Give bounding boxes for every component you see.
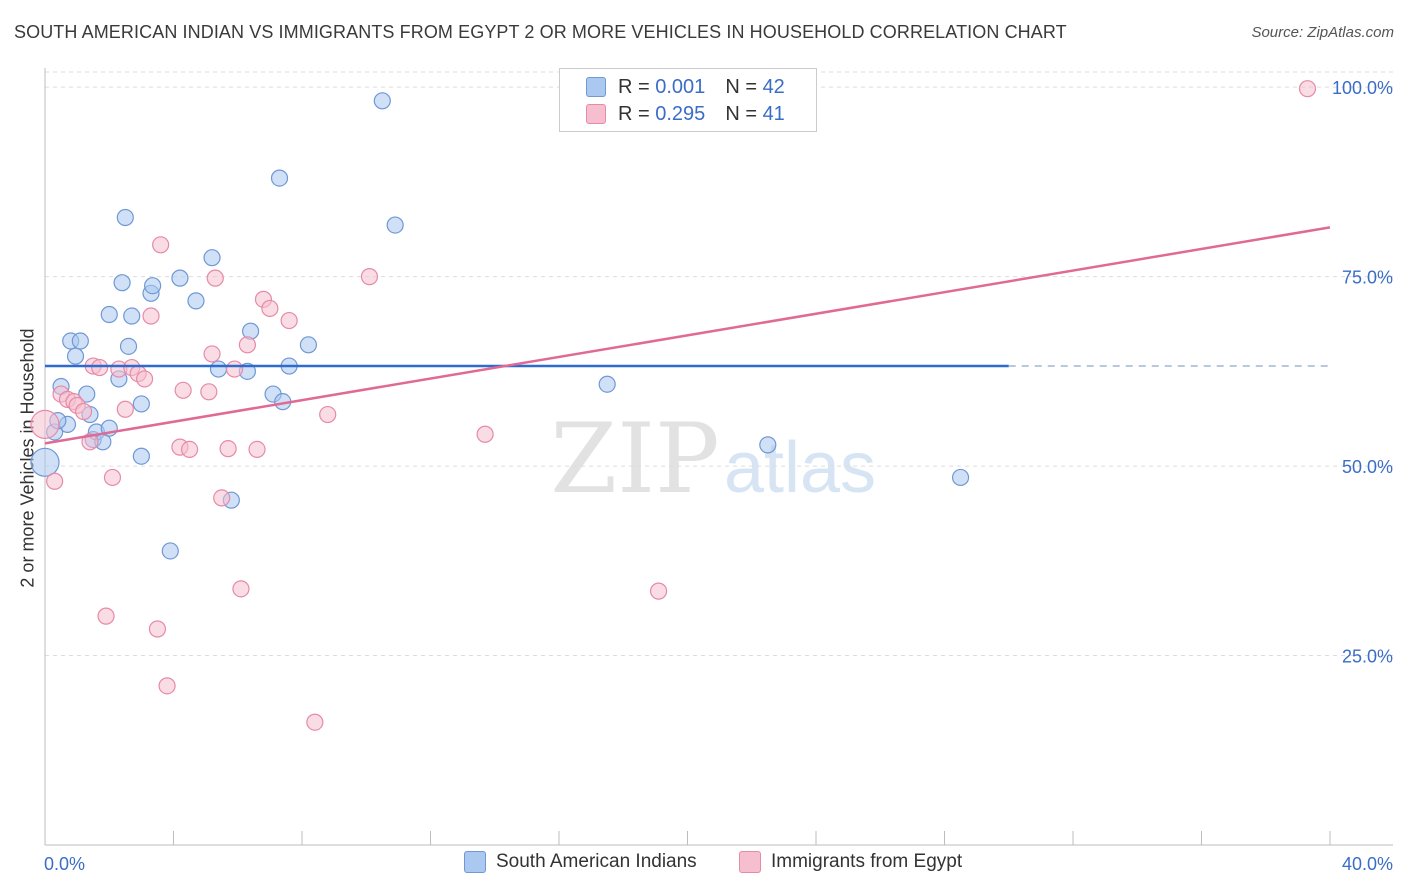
stats-legend-row-pink: R = 0.295 N = 41 [586,101,785,127]
point-immigrants-from-egypt-9 [91,358,109,377]
point-south-american-indians-22 [144,277,162,295]
trend-line-immigrants-from-egypt [44,226,1331,445]
point-south-american-indians-16 [116,208,134,227]
y-tick-label-100: 100.0% [1332,78,1393,98]
point-immigrants-from-egypt-13 [116,400,134,418]
point-immigrants-from-egypt-22 [174,381,192,399]
point-south-american-indians-40 [951,468,970,487]
point-immigrants-from-egypt-34 [261,299,279,318]
point-immigrants-from-egypt-39 [476,425,494,443]
series-legend-item-immigrants-from-egypt: Immigrants from Egypt [739,851,962,873]
watermark-atlas: atlas [724,428,876,508]
point-immigrants-from-egypt-6 [74,402,93,421]
n-label-pink: N = [725,102,757,125]
n-value-blue: 42 [762,75,785,98]
point-south-american-indians-39 [759,436,777,454]
point-south-american-indians-32 [270,169,289,187]
point-south-american-indians-19 [132,395,150,413]
n-label-blue: N = [725,75,757,98]
y-tick-label-75: 75.0% [1342,268,1393,288]
point-south-american-indians-7 [78,385,96,403]
point-south-american-indians-38 [598,375,616,393]
point-south-american-indians-24 [171,269,189,287]
point-immigrants-from-egypt-10 [97,607,115,625]
stats-legend: R = 0.001 N = 42 R = 0.295 N = 41 [559,68,817,132]
point-immigrants-from-egypt-11 [103,468,122,487]
point-immigrants-from-egypt-36 [306,713,324,731]
series-name-immigrants-from-egypt: Immigrants from Egypt [771,851,963,872]
point-immigrants-from-egypt-18 [148,620,167,638]
stats-legend-row-blue: R = 0.001 N = 42 [586,74,785,100]
point-immigrants-from-egypt-29 [225,360,244,378]
point-south-american-indians-25 [187,292,205,310]
point-south-american-indians-37 [386,216,404,234]
point-south-american-indians-27 [209,360,228,378]
point-immigrants-from-egypt-30 [232,580,250,598]
point-immigrants-from-egypt-23 [180,440,199,459]
point-south-american-indians-26 [203,249,221,267]
point-immigrants-from-egypt-31 [238,336,256,354]
n-value-pink: 41 [762,102,785,125]
point-south-american-indians-17 [119,337,138,355]
point-immigrants-from-egypt-0 [30,409,60,439]
r-value-blue: 0.001 [655,75,706,98]
point-immigrants-from-egypt-20 [158,677,176,695]
point-immigrants-from-egypt-16 [135,370,154,388]
point-immigrants-from-egypt-28 [219,440,237,458]
y-tick-label-50: 50.0% [1342,457,1393,477]
r-label-blue: R = [618,75,650,98]
point-immigrants-from-egypt-19 [152,236,170,254]
point-immigrants-from-egypt-38 [360,268,379,286]
point-south-american-indians-18 [123,307,141,325]
point-south-american-indians-35 [299,336,318,354]
point-south-american-indians-23 [161,542,179,560]
point-immigrants-from-egypt-41 [1298,80,1317,98]
point-immigrants-from-egypt-35 [280,311,298,330]
point-immigrants-from-egypt-40 [649,582,668,600]
point-south-american-indians-13 [100,305,118,324]
r-label-pink: R = [618,102,650,125]
point-immigrants-from-egypt-25 [203,345,221,363]
point-immigrants-from-egypt-37 [319,405,337,424]
series-legend-item-south-american-indians: South American Indians [464,851,697,873]
r-value-pink: 0.295 [655,102,706,125]
x-tick-label-max: 40.0% [1342,854,1393,874]
x-tick-label-min: 0.0% [44,854,85,874]
point-immigrants-from-egypt-17 [142,307,160,325]
chart-source: Source: ZipAtlas.com [1251,24,1394,41]
blue-legend-swatch [464,851,486,873]
pink-legend-swatch [739,851,761,873]
chart-title: SOUTH AMERICAN INDIAN VS IMMIGRANTS FROM… [14,22,1067,42]
point-immigrants-from-egypt-26 [206,269,224,287]
point-immigrants-from-egypt-24 [200,383,218,401]
point-immigrants-from-egypt-27 [213,489,231,507]
point-south-american-indians-0 [30,447,60,477]
point-immigrants-from-egypt-7 [81,433,99,451]
blue-swatch [586,77,606,97]
point-south-american-indians-15 [113,274,131,292]
watermark-zip: ZIP [550,403,719,515]
point-south-american-indians-5 [66,347,85,365]
series-legend: South American Indians Immigrants from E… [0,851,1406,879]
point-immigrants-from-egypt-32 [248,440,266,459]
point-immigrants-from-egypt-1 [46,472,64,490]
point-south-american-indians-36 [373,92,391,110]
point-south-american-indians-6 [71,332,89,350]
series-name-south-american-indians: South American Indians [496,851,697,872]
point-south-american-indians-20 [132,447,150,465]
y-tick-label-25: 25.0% [1342,647,1393,667]
pink-swatch [586,104,606,124]
